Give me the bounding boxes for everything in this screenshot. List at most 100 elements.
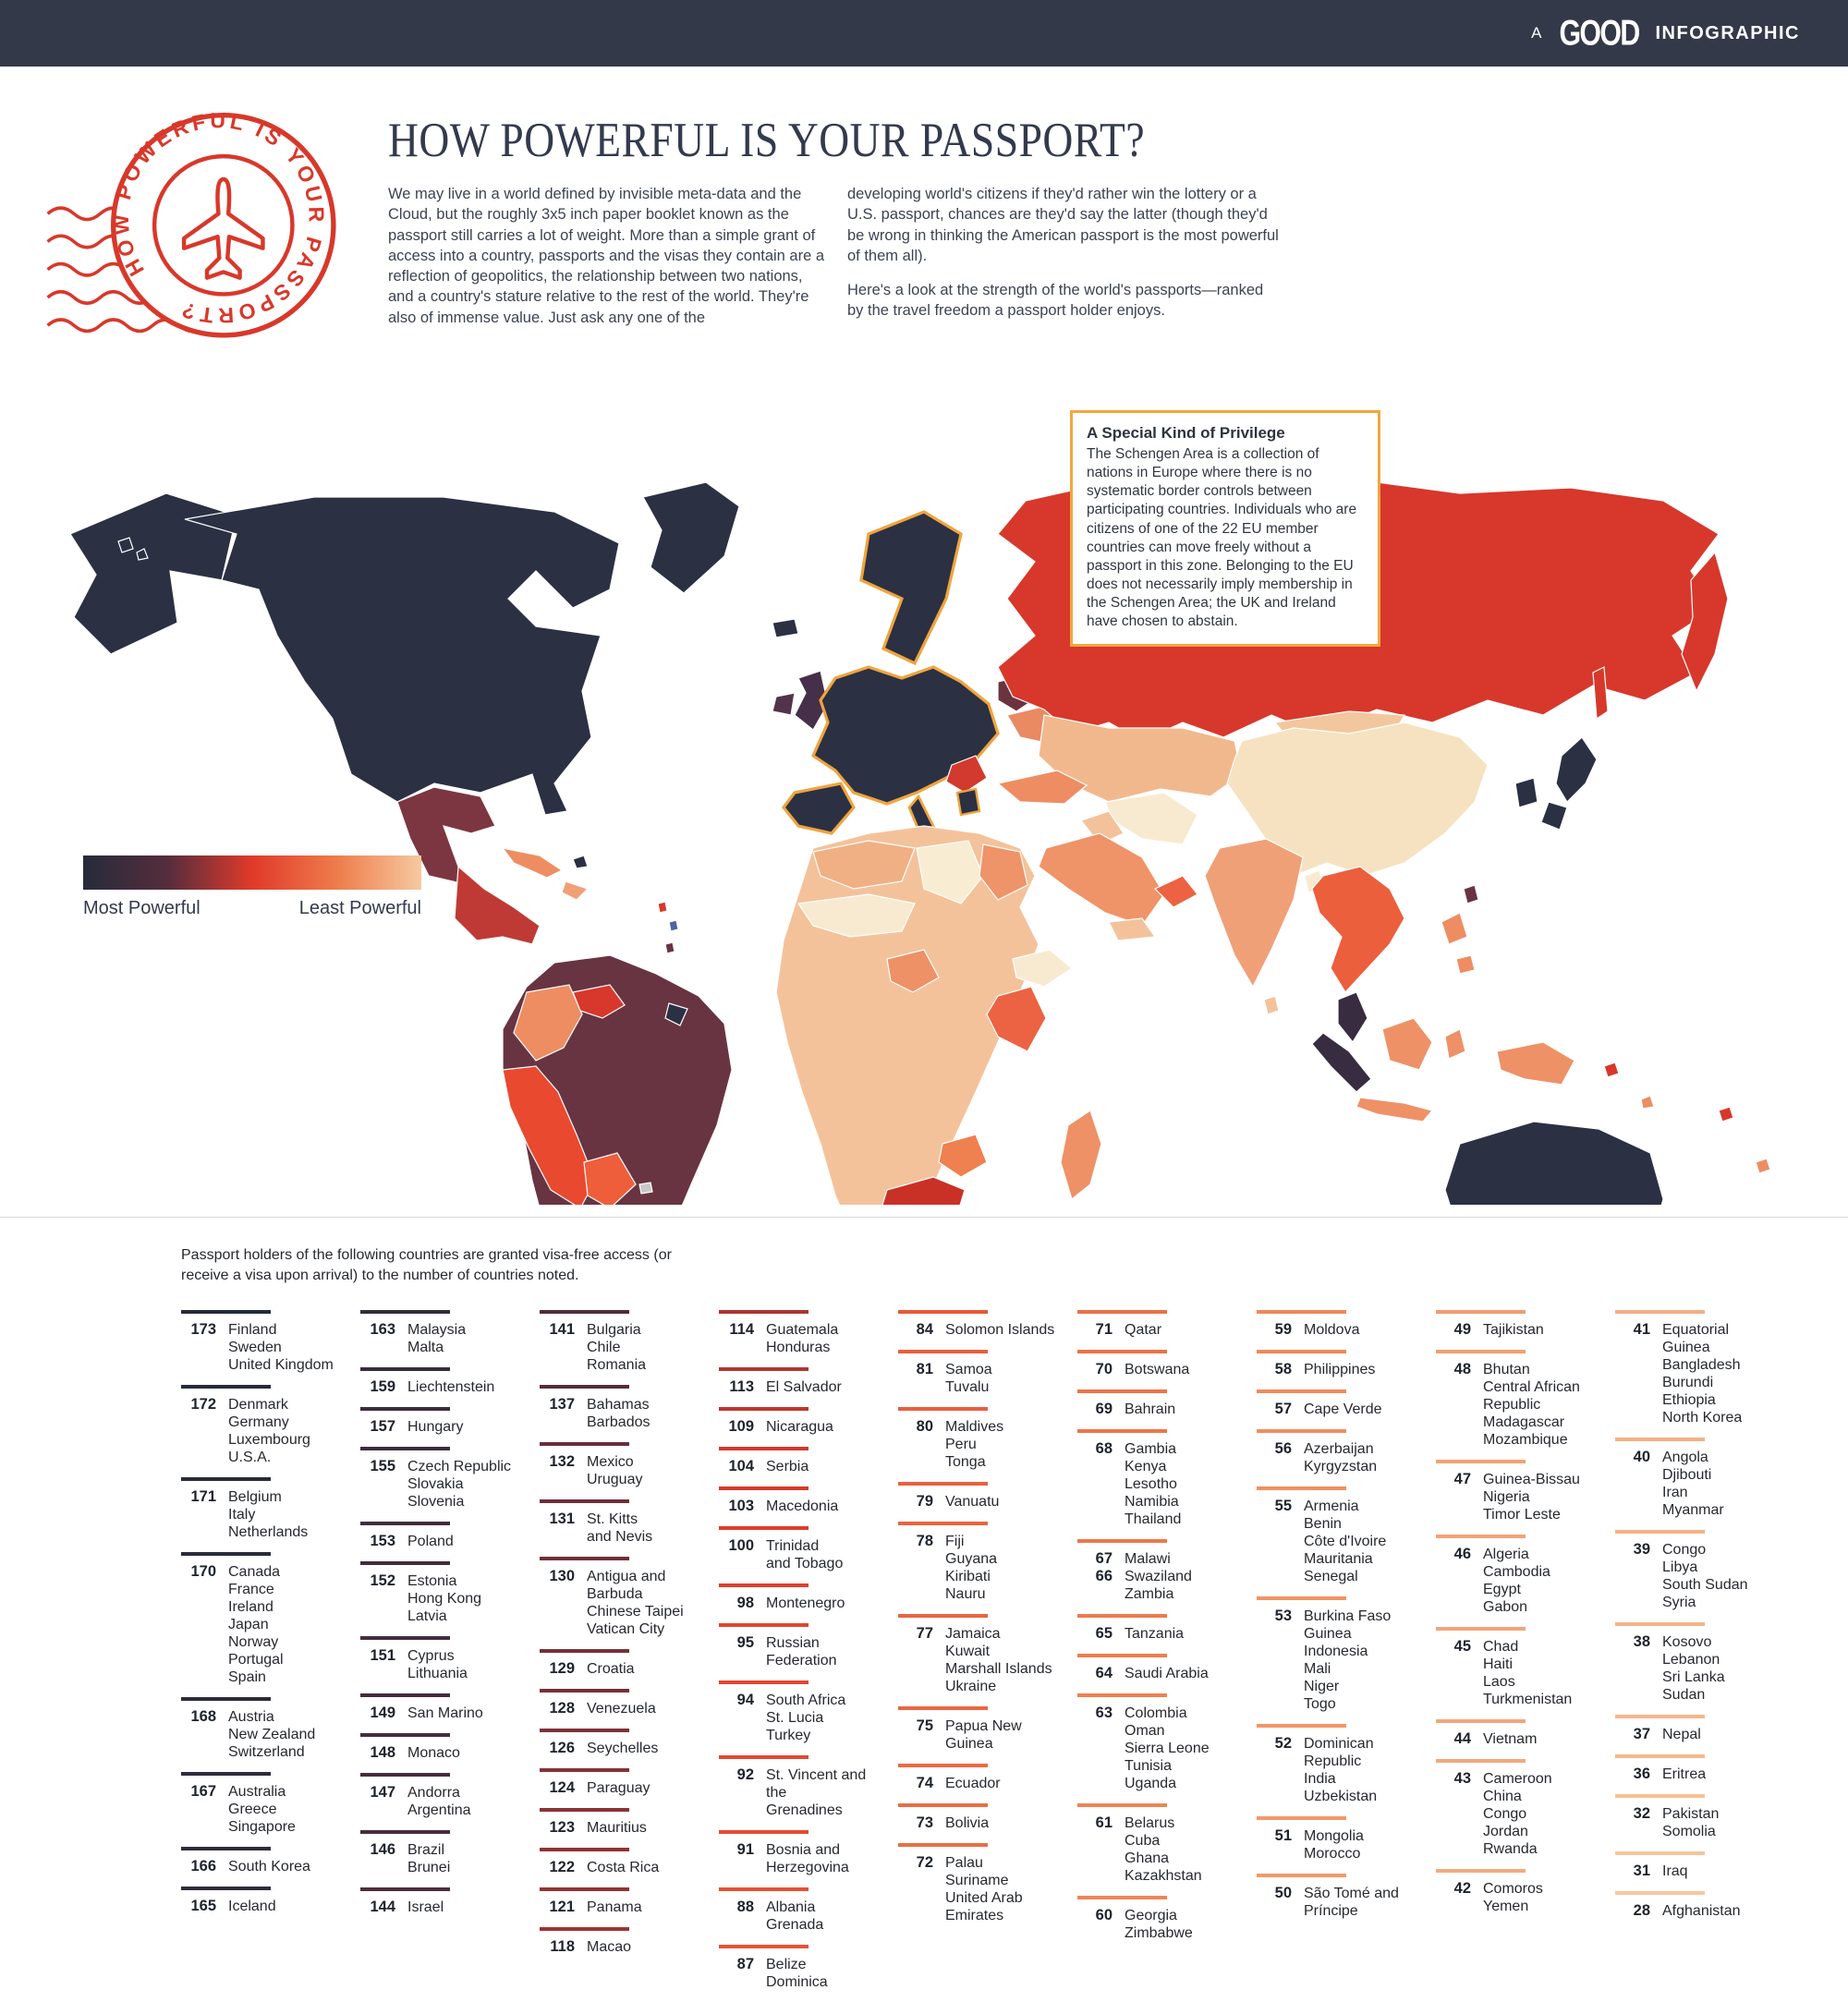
country-list: Philippines	[1304, 1361, 1375, 1378]
rank-number: 36	[1633, 1765, 1650, 1782]
country-name: Malta	[407, 1340, 444, 1355]
rank-number: 67	[1095, 1550, 1112, 1567]
group-rule	[719, 1486, 808, 1490]
rank-group: 59 Moldova	[1257, 1310, 1416, 1339]
world-map: A Special Kind of Privilege The Schengen…	[0, 238, 1848, 1205]
country-name: Dominican	[1304, 1736, 1374, 1752]
country-list: Cape Verde	[1304, 1401, 1382, 1418]
country-list: Eritrea	[1662, 1765, 1706, 1783]
country-name: Cyprus	[407, 1648, 455, 1664]
rank-group: 45 Chad Haiti Laos Turkmenistan	[1436, 1627, 1595, 1708]
airplane-icon	[181, 176, 265, 280]
group-rule	[360, 1310, 450, 1314]
country-list: Vietnam	[1483, 1730, 1537, 1748]
rank-row: 38 Kosovo Lebanon Sri Lanka Sudan	[1615, 1633, 1774, 1704]
rank-group: 58 Philippines	[1257, 1350, 1416, 1378]
rank-number: 168	[190, 1708, 216, 1725]
rank-column: 163 Malaysia Malta 159 Liechtenstein 157 Hunga…	[360, 1310, 519, 2002]
rank-row: 64 Saudi Arabia	[1077, 1665, 1236, 1682]
group-rule	[1257, 1429, 1346, 1433]
group-rule	[540, 1649, 629, 1653]
map-taiwan	[1463, 884, 1479, 904]
country-name: Belarus	[1125, 1815, 1175, 1831]
rank-row: 113 El Salvador	[719, 1378, 878, 1396]
country-name: Uzbekistan	[1304, 1789, 1378, 1804]
map-colombia	[513, 984, 583, 1062]
rank-row: 165 Iceland	[181, 1898, 340, 1915]
country-name: Bulgaria	[587, 1322, 641, 1338]
callout-body: The Schengen Area is a collection of nat…	[1087, 446, 1357, 630]
country-name: Sri Lanka	[1662, 1669, 1725, 1685]
rank-number: 91	[736, 1841, 754, 1858]
country-list: Angola Djibouti Iran Myanmar	[1662, 1449, 1724, 1519]
group-rule	[1436, 1535, 1526, 1538]
rank-number: 49	[1453, 1321, 1471, 1338]
group-rule	[181, 1697, 271, 1701]
rank-row: 88 Albania Grenada	[719, 1899, 878, 1934]
rank-number: 153	[370, 1533, 395, 1549]
country-name: Congo	[1662, 1542, 1707, 1558]
rank-group: 128 Venezuela	[540, 1689, 699, 1717]
rank-group: 170 Canada France Ireland Japan Norway Portuga…	[181, 1552, 340, 1686]
country-name: Oman	[1125, 1723, 1165, 1739]
rank-group: 165 Iceland	[181, 1887, 340, 1915]
country-name: Laos	[1483, 1674, 1515, 1690]
country-name: Israel	[407, 1899, 444, 1915]
rank-row: 168 Austria New Zealand Switzerland	[181, 1708, 340, 1761]
rank-group: 98 Montenegro	[719, 1583, 878, 1612]
country-list: South Korea	[228, 1858, 310, 1875]
country-list: Kosovo Lebanon Sri Lanka Sudan	[1662, 1633, 1725, 1704]
rank-number: 87	[736, 1956, 754, 1972]
rank-group: 69 Bahrain	[1077, 1389, 1236, 1418]
rank-group: 166 South Korea	[181, 1847, 340, 1875]
rank-row: 78 Fiji Guyana Kiribati Nauru	[898, 1533, 1057, 1603]
country-list: Liechtenstein	[407, 1378, 494, 1396]
country-name: Afghanistan	[1662, 1903, 1741, 1919]
group-rule	[360, 1447, 450, 1450]
country-list: Finland Sweden United Kingdom	[228, 1321, 334, 1374]
country-name: South Sudan	[1662, 1577, 1748, 1593]
country-list: Ecuador	[945, 1775, 1001, 1792]
rank-number: 73	[916, 1814, 933, 1831]
country-name: Uruguay	[587, 1472, 643, 1487]
rank-row: 124 Paraguay	[540, 1779, 699, 1797]
country-list: Solomon Islands	[945, 1321, 1054, 1339]
map-hawaii	[117, 537, 134, 553]
map-scandinavia	[859, 510, 963, 666]
country-name: Solomon Islands	[945, 1322, 1055, 1338]
rank-row: 171 Belgium Italy Netherlands	[181, 1488, 340, 1541]
country-list: São Tomé and Príncipe	[1304, 1885, 1399, 1920]
country-name: Indonesia	[1304, 1644, 1368, 1659]
country-name: Macao	[587, 1939, 632, 1955]
rank-group: 72 Palau Suriname United Arab Emirates	[898, 1843, 1057, 1924]
country-name: Venezuela	[587, 1701, 656, 1717]
rank-number: 75	[916, 1717, 933, 1734]
map-iberia	[781, 782, 856, 835]
rank-row: 81 Samoa Tuvalu	[898, 1361, 1057, 1396]
group-rule	[540, 1848, 629, 1851]
rank-group: 40 Angola Djibouti Iran Myanmar	[1615, 1438, 1774, 1519]
country-name: Angola	[1662, 1450, 1708, 1465]
country-list: Georgia Zimbabwe	[1125, 1907, 1193, 1942]
rank-row: 48 Bhutan Central African Republic Madagasca…	[1436, 1361, 1595, 1449]
country-name: Thailand	[1125, 1511, 1182, 1527]
rank-number: 124	[549, 1779, 575, 1796]
rank-row: 69 Bahrain	[1077, 1401, 1236, 1418]
map-japan	[1555, 736, 1598, 803]
country-list: Bolivia	[945, 1814, 989, 1832]
country-list: Armenia Benin Côte d'Ivoire Mauritania Seneg…	[1304, 1498, 1386, 1585]
country-name: Andorra	[407, 1785, 460, 1801]
country-list: Macao	[587, 1938, 631, 1956]
map-morocco-algeria	[812, 840, 916, 890]
country-name: Guinea	[1304, 1626, 1352, 1642]
country-list: St. Kitts and Nevis	[587, 1511, 652, 1546]
group-rule	[1257, 1596, 1346, 1600]
country-name: Rwanda	[1483, 1841, 1538, 1857]
rank-group: 131 St. Kitts and Nevis	[540, 1499, 699, 1546]
map-cuba	[501, 847, 564, 879]
legend-least-powerful-label: Least Powerful	[298, 898, 421, 918]
rank-number: 152	[370, 1572, 395, 1589]
rank-row: 132 Mexico Uruguay	[540, 1453, 699, 1488]
country-name: Malaysia	[407, 1322, 467, 1338]
country-name: Nigeria	[1483, 1489, 1530, 1505]
